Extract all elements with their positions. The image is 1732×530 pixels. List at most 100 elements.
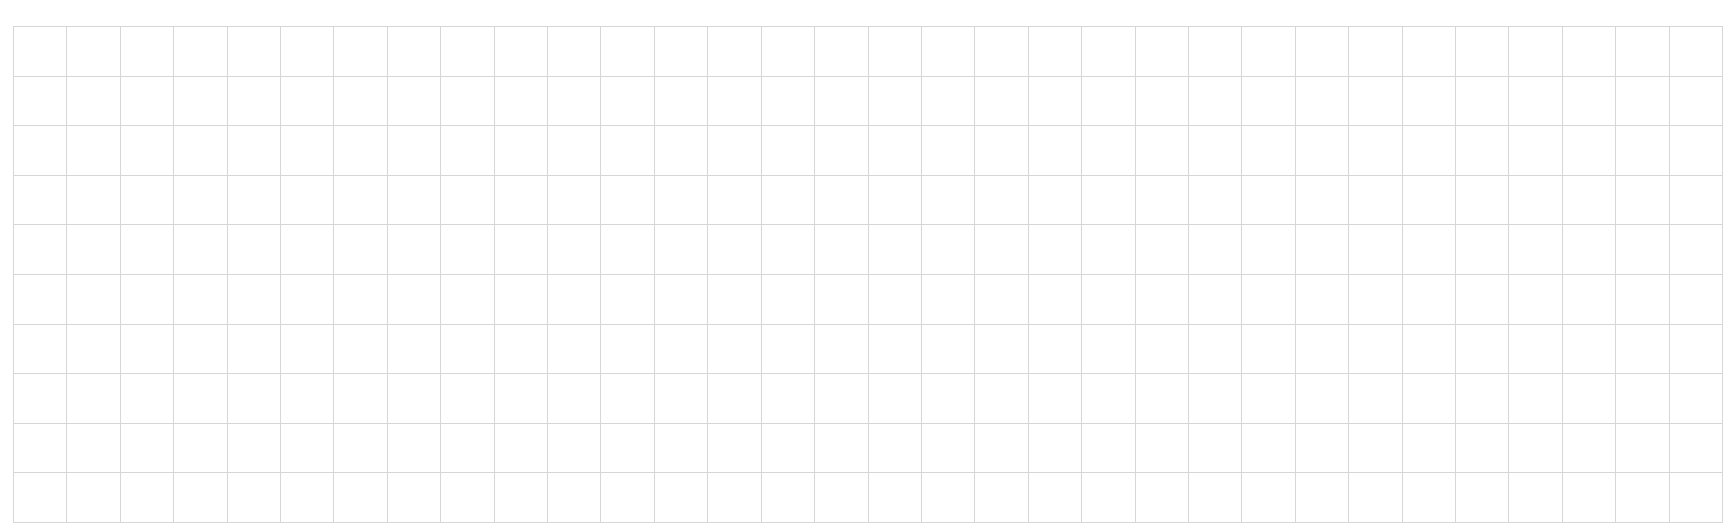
grid-cell [975,27,1029,77]
grid-cell [67,225,121,275]
grid-cell [14,175,68,226]
grid-cell [1135,126,1189,176]
grid-cell [601,324,655,375]
grid-cell [1082,76,1136,127]
grid-cell [334,126,388,176]
grid-cell [387,175,442,226]
grid-cell [654,374,709,424]
grid-cell [494,225,549,275]
grid-cell [815,374,869,424]
grid-cell [1188,175,1243,226]
grid-cell [868,423,922,474]
grid-cell [654,76,709,127]
grid-cell [14,225,68,275]
grid-cell [1669,423,1723,474]
grid-cell [441,27,495,77]
grid-cell [14,76,68,127]
empty-grid [13,26,1723,523]
grid-cell [1562,76,1617,127]
grid-cell [1669,473,1723,523]
grid-cell [548,473,602,523]
grid-cell [227,225,282,275]
grid-cell [1135,225,1189,275]
grid-cell [120,473,175,523]
grid-cell [1082,27,1136,77]
grid-cell [1135,324,1189,375]
grid-cell [227,76,282,127]
grid-cell [1402,473,1456,523]
grid-cell [654,225,709,275]
grid-cell [1455,374,1510,424]
grid-cell [1242,473,1296,523]
grid-cell [120,225,175,275]
grid-cell [921,374,976,424]
grid-cell [1295,274,1350,325]
grid-cell [815,175,869,226]
grid-cell [67,27,121,77]
grid-cell [1616,473,1670,523]
grid-cell [1616,76,1670,127]
grid-cell [1349,126,1403,176]
grid-cell [1509,76,1563,127]
grid-cell [174,274,228,325]
grid-cell [1242,324,1296,375]
grid-cell [1028,27,1083,77]
grid-cell [281,324,335,375]
grid-cell [1562,225,1617,275]
grid-cell [1242,76,1296,127]
grid-cell [1028,126,1083,176]
grid-cell [1242,27,1296,77]
grid-cell [1562,324,1617,375]
grid-cell [708,423,762,474]
grid-cell [1028,423,1083,474]
grid-cell [67,473,121,523]
grid-cell [1509,27,1563,77]
grid-cell [1509,374,1563,424]
grid-cell [1402,225,1456,275]
grid-cell [67,274,121,325]
grid-cell [975,126,1029,176]
grid-cell [120,374,175,424]
grid-cell [1028,225,1083,275]
grid-cell [921,324,976,375]
grid-cell [1669,225,1723,275]
grid-cell [654,423,709,474]
grid-cell [761,27,816,77]
grid-cell [387,473,442,523]
grid-cell [868,27,922,77]
grid-cell [1455,76,1510,127]
grid-cell [1295,175,1350,226]
grid-cell [975,473,1029,523]
grid-cell [1295,473,1350,523]
grid-cell [387,27,442,77]
grid-cell [67,423,121,474]
grid-cell [1242,175,1296,226]
grid-cell [387,324,442,375]
grid-cell [654,473,709,523]
grid-cell [1188,27,1243,77]
grid-cell [921,27,976,77]
grid-cell [1188,374,1243,424]
grid-cell [281,27,335,77]
grid-cell [815,473,869,523]
grid-cell [708,175,762,226]
grid-cell [227,27,282,77]
grid-cell [1135,473,1189,523]
grid-cell [1402,126,1456,176]
grid-cell [281,76,335,127]
grid-cell [1669,324,1723,375]
grid-cell [281,423,335,474]
grid-cell [1669,27,1723,77]
grid-cell [868,225,922,275]
grid-cell [387,374,442,424]
grid-cell [14,473,68,523]
grid-cell [1455,423,1510,474]
grid-cell [548,27,602,77]
grid-cell [1349,473,1403,523]
grid-cell [761,374,816,424]
grid-cell [868,126,922,176]
grid-cell [548,126,602,176]
grid-cell [1188,76,1243,127]
grid-cell [14,423,68,474]
